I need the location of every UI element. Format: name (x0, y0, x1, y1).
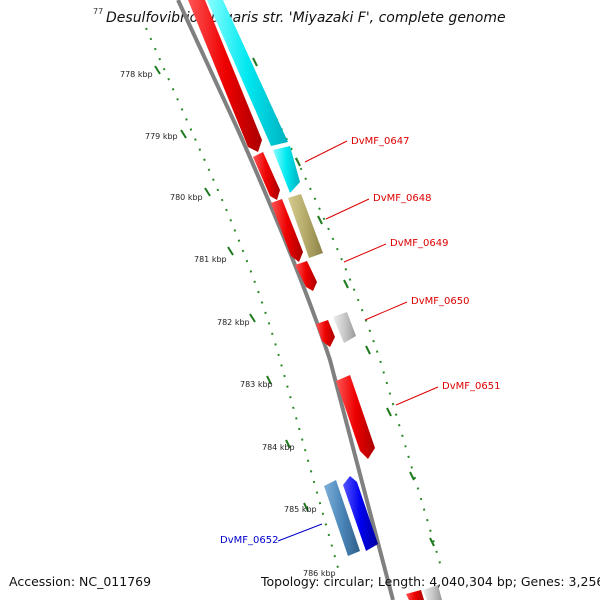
gene-feature[interactable] (273, 146, 300, 193)
kbp-labels: 778 kbp 779 kbp 780 kbp 781 kbp 782 kbp … (120, 70, 336, 578)
inner-tick-track (145, 27, 341, 576)
gene-feature[interactable] (271, 199, 303, 262)
kbp-label: 786 kbp (303, 569, 336, 578)
gene-feature[interactable] (324, 480, 360, 556)
kbp-label: 781 kbp (194, 255, 227, 264)
outer-tick-track (231, 29, 443, 571)
gene-feature[interactable] (295, 261, 317, 291)
kbp-label: 785 kbp (284, 505, 317, 514)
label-leaders (277, 140, 439, 542)
inner-major-ticks (154, 65, 309, 512)
gene-label-dvmf-0649[interactable]: DvMF_0649 (390, 238, 448, 249)
gene-label-dvmf-0652[interactable]: DvMF_0652 (220, 535, 278, 546)
genome-backbone (176, 0, 395, 600)
gene-feature[interactable] (406, 590, 424, 600)
gene-label-dvmf-0647[interactable]: DvMF_0647 (351, 136, 409, 147)
gene-feature[interactable] (207, 0, 288, 146)
gene-feature[interactable] (423, 585, 442, 600)
genome-summary-text: Topology: circular; Length: 4,040,304 bp… (261, 574, 600, 589)
gene-feature[interactable] (343, 476, 378, 551)
kbp-label: 784 kbp (262, 443, 295, 452)
gene-feature[interactable] (316, 320, 335, 347)
accession-text: Accession: NC_011769 (9, 574, 152, 589)
gene-label-dvmf-0648[interactable]: DvMF_0648 (373, 193, 431, 204)
kbp-label: 780 kbp (170, 193, 203, 202)
gene-feature[interactable] (333, 312, 356, 343)
gene-label-dvmf-0651[interactable]: DvMF_0651 (442, 381, 500, 392)
gene-feature[interactable] (188, 0, 262, 152)
kbp-label: 782 kbp (217, 318, 250, 327)
gene-labels: DvMF_0647 DvMF_0648 DvMF_0649 DvMF_0650 … (220, 136, 500, 546)
gene-feature[interactable] (253, 152, 280, 200)
kbp-label: 783 kbp (240, 380, 273, 389)
outer-major-ticks (252, 57, 435, 547)
top-kbp-label: 77 (93, 7, 104, 16)
feature-track (188, 0, 442, 600)
gene-feature[interactable] (336, 375, 375, 459)
kbp-label: 778 kbp (120, 70, 153, 79)
gene-feature[interactable] (288, 194, 323, 258)
kbp-label: 779 kbp (145, 132, 178, 141)
gene-label-dvmf-0650[interactable]: DvMF_0650 (411, 296, 469, 307)
